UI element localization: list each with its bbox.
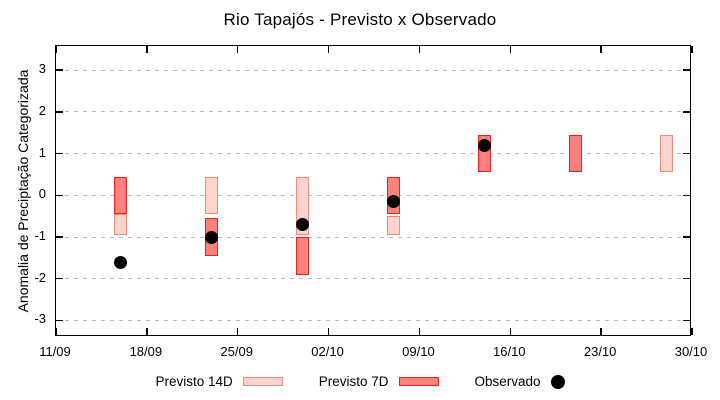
x-tick-top	[236, 46, 239, 53]
plot-area	[55, 45, 693, 336]
x-tick-label: 16/10	[493, 344, 526, 359]
y-tick-left	[56, 111, 63, 113]
y-tick-left	[56, 319, 63, 322]
x-tick-top	[418, 46, 421, 53]
gridline-y	[56, 153, 690, 155]
y-tick-right	[683, 194, 690, 197]
gridline-y	[56, 319, 690, 321]
x-tick-bottom	[146, 328, 148, 335]
x-tick-label: 09/10	[402, 344, 435, 359]
gridline-y	[56, 69, 690, 71]
y-tick-left	[56, 194, 63, 197]
x-tick-bottom	[418, 328, 421, 335]
y-tick-left	[56, 69, 63, 71]
legend-item-observado: Observado	[475, 374, 565, 389]
observed-point	[477, 138, 491, 152]
x-tick-bottom	[691, 328, 693, 335]
y-tick-label: -3	[34, 311, 46, 327]
y-tick-left	[56, 152, 63, 155]
legend-dot-observado	[550, 374, 565, 389]
y-tick-left	[56, 236, 63, 238]
observed-point	[386, 195, 400, 209]
x-tick-top	[327, 46, 330, 53]
x-tick-bottom	[236, 328, 239, 335]
x-tick-bottom	[55, 328, 57, 335]
x-tick-top	[55, 46, 57, 53]
x-tick-top	[509, 46, 512, 53]
y-tick-right	[683, 236, 690, 238]
legend-label-previsto-14d: Previsto 14D	[155, 374, 233, 389]
x-tick-top	[600, 46, 602, 53]
y-tick-label: 3	[38, 61, 46, 77]
y-tick-label: -2	[34, 269, 46, 285]
x-tick-label: 23/10	[583, 344, 617, 359]
x-tick-bottom	[509, 328, 512, 335]
legend-swatch-previsto-14d	[242, 377, 283, 386]
forecast-box-7d	[568, 134, 582, 173]
forecast-box-14d	[114, 214, 128, 235]
y-tick-right	[683, 319, 690, 322]
y-tick-label: -1	[34, 228, 46, 244]
y-tick-label: 0	[38, 186, 46, 202]
gridline-y	[56, 236, 690, 238]
x-tick-label: 18/09	[129, 344, 163, 359]
chart-title: Rio Tapajós - Previsto x Observado	[223, 10, 497, 29]
gridline-y	[56, 278, 690, 280]
y-tick-label: 1	[38, 144, 46, 160]
x-tick-label: 25/09	[220, 344, 253, 359]
forecast-box-7d	[114, 176, 128, 215]
y-tick-label: 2	[38, 102, 46, 118]
observed-point	[114, 255, 128, 269]
forecast-box-14d	[205, 176, 219, 215]
legend-item-previsto-14d: Previsto 14D	[155, 374, 283, 389]
x-tick-label: 11/09	[39, 344, 71, 359]
forecast-box-14d	[386, 216, 400, 235]
gridline-y	[56, 194, 690, 196]
x-tick-bottom	[327, 328, 330, 335]
y-tick-right	[683, 111, 690, 113]
legend-label-observado: Observado	[474, 374, 541, 389]
y-tick-right	[683, 277, 690, 280]
forecast-box-14d	[659, 134, 673, 173]
x-tick-top	[691, 46, 693, 53]
y-tick-left	[56, 277, 63, 280]
observed-point	[205, 230, 219, 244]
x-tick-label: 02/10	[311, 344, 344, 359]
x-tick-bottom	[600, 328, 602, 335]
y-tick-right	[683, 152, 690, 155]
x-tick-top	[146, 46, 148, 53]
legend: Previsto 14D Previsto 7D Observado	[0, 374, 720, 389]
observed-point	[296, 218, 310, 231]
forecast-box-7d	[296, 237, 310, 275]
gridline-y	[56, 111, 690, 113]
legend-item-previsto-7d: Previsto 7D	[319, 374, 439, 389]
y-tick-right	[683, 69, 690, 71]
legend-label-previsto-7d: Previsto 7D	[318, 374, 389, 389]
legend-swatch-previsto-7d	[398, 377, 439, 386]
x-tick-label: 30/10	[674, 344, 708, 359]
